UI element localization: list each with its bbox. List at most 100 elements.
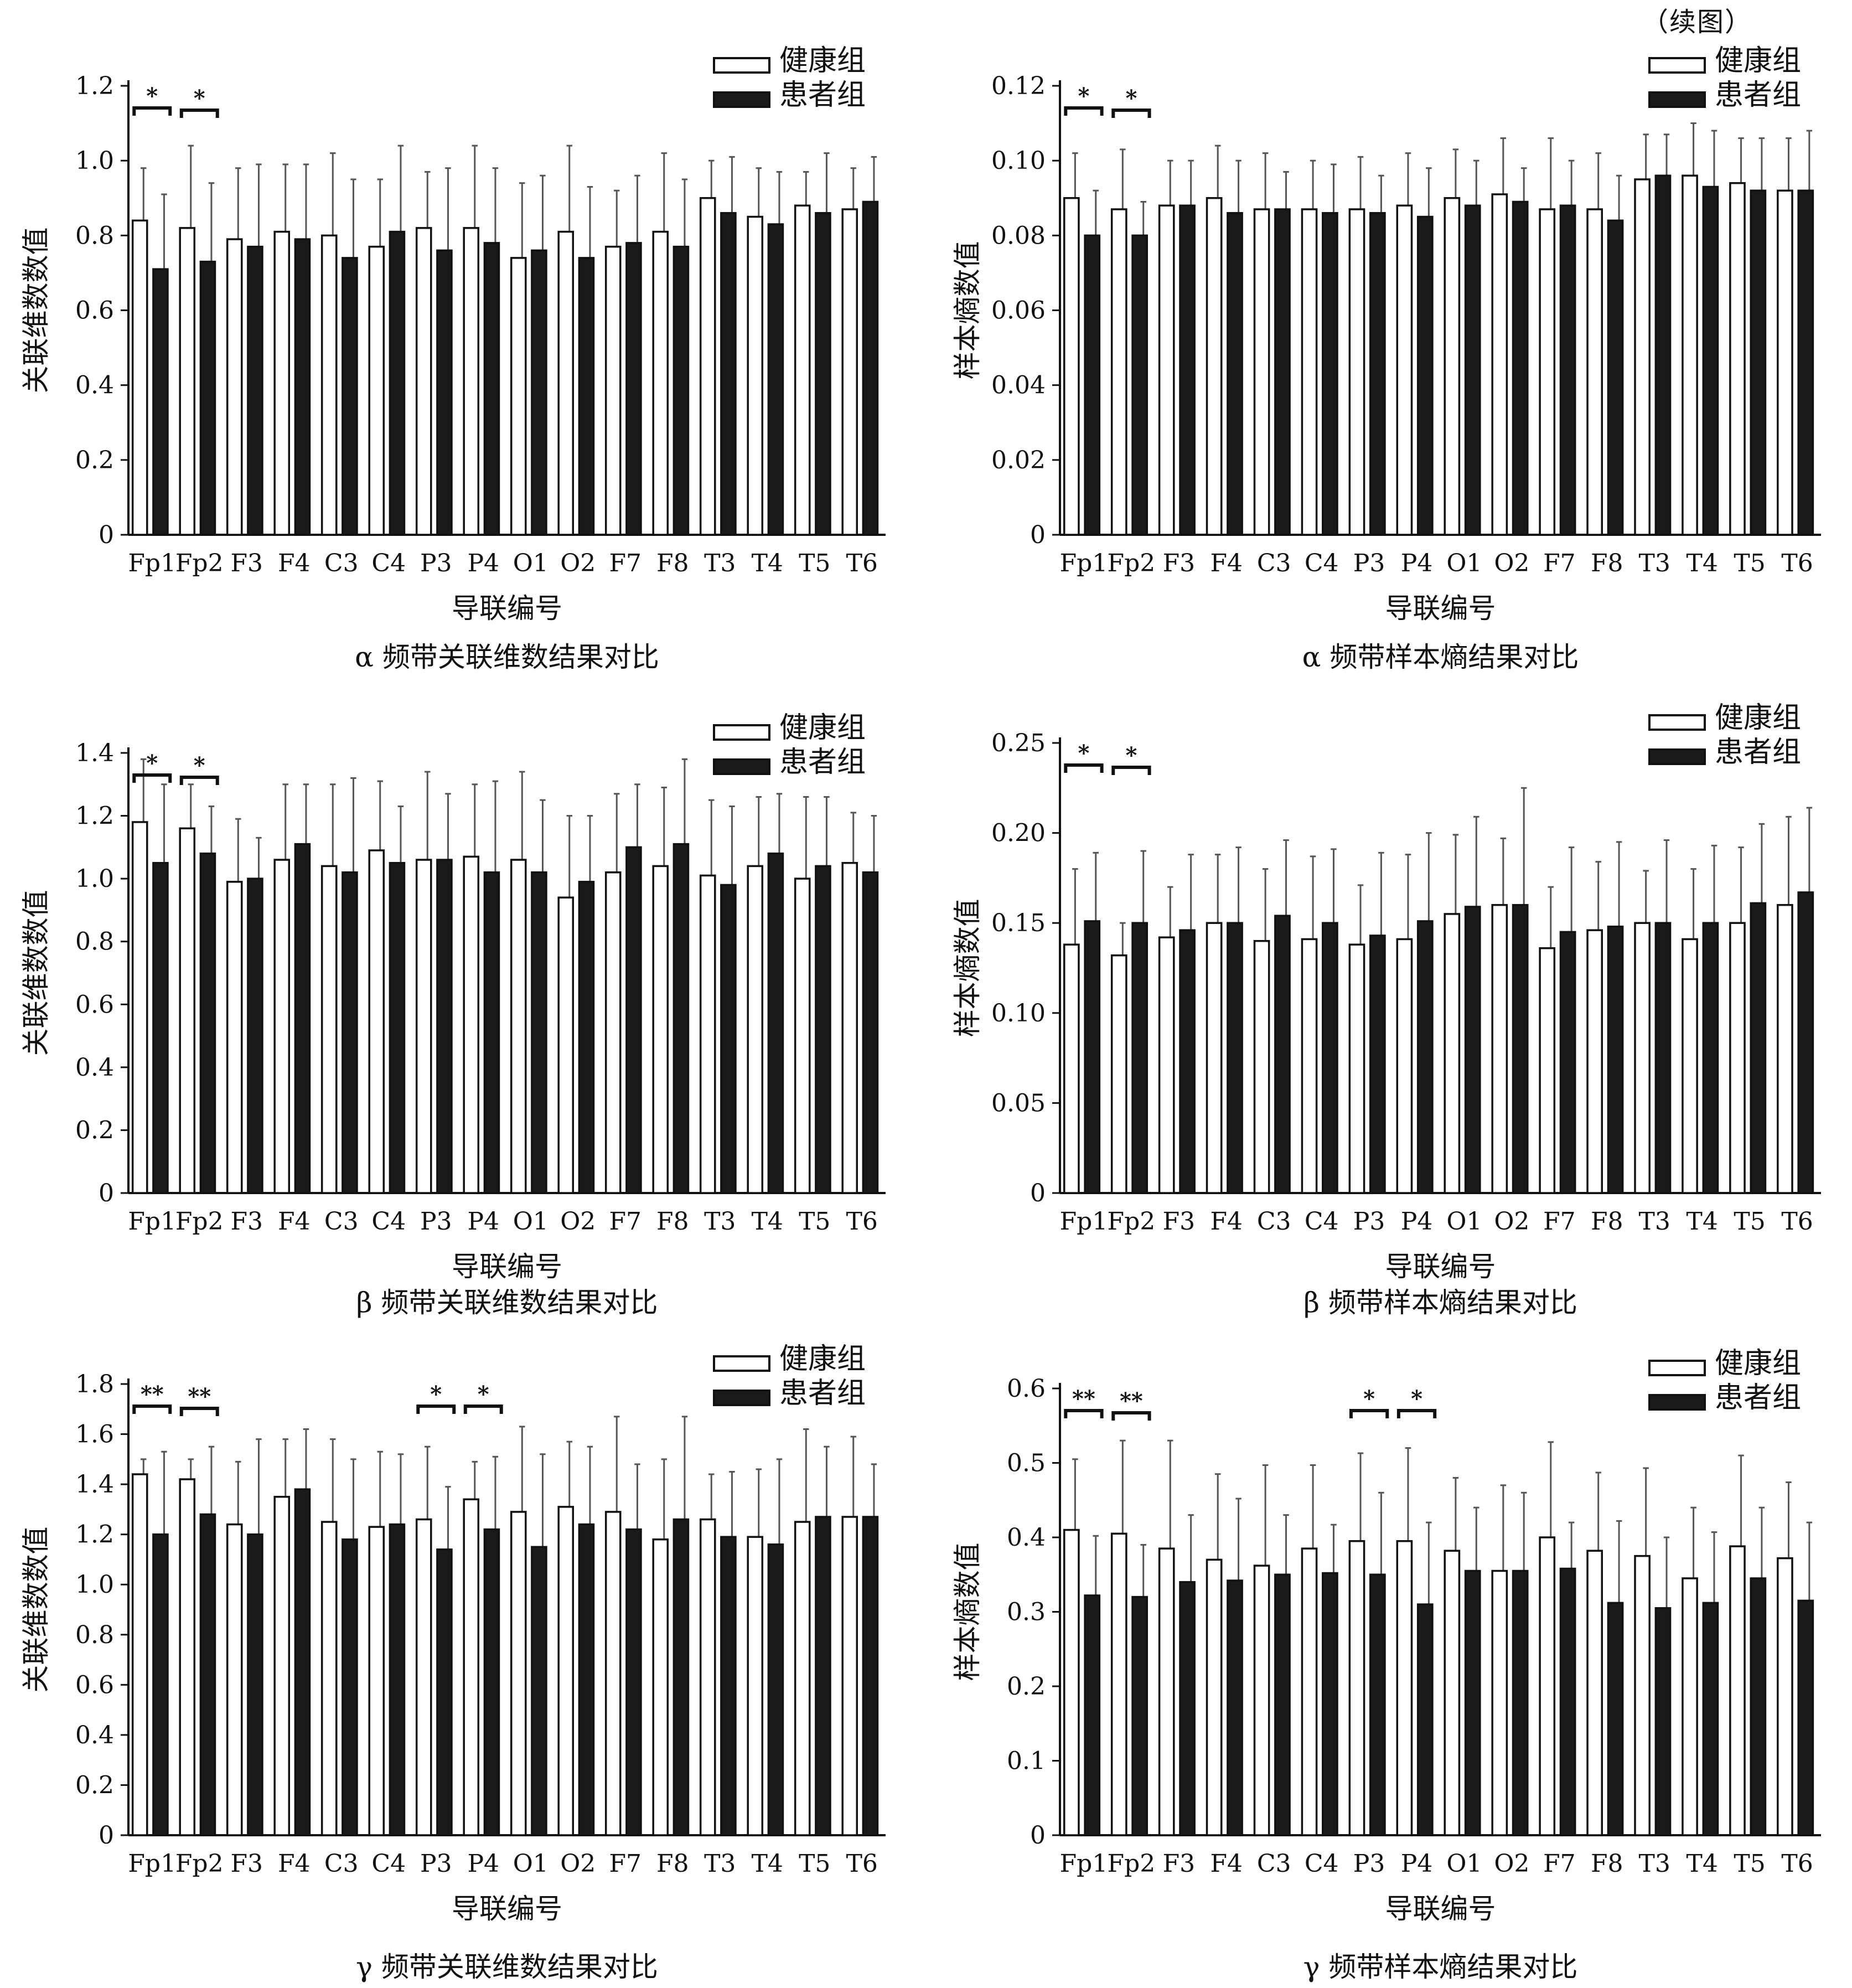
bar-healthy-T5 (1729, 1545, 1746, 1836)
x-tick-label: P3 (1353, 549, 1385, 577)
x-tick-label: T4 (1686, 549, 1718, 577)
legend-swatch-healthy (713, 724, 770, 741)
bar-healthy-T6 (841, 1516, 858, 1836)
y-tick-label: 1.8 (75, 1370, 114, 1398)
legend-label-healthy: 健康组 (779, 1342, 866, 1376)
bar-healthy-O1 (510, 859, 527, 1194)
y-tick-label: 0.25 (991, 729, 1046, 757)
x-tick-label: T5 (1734, 549, 1765, 577)
bar-patient-T5 (815, 212, 831, 536)
bar-healthy-Fp2 (179, 227, 196, 536)
bar-healthy-T4 (1682, 174, 1698, 536)
bar-patient-C4 (389, 1523, 406, 1836)
significance-bracket (179, 776, 219, 785)
significance-bracket (1396, 1409, 1437, 1418)
bar-patient-P3 (1369, 212, 1386, 536)
bar-patient-F7 (625, 846, 642, 1194)
x-tick-label: O1 (1446, 1207, 1482, 1236)
bar-healthy-F8 (652, 865, 669, 1194)
x-tick-label: Fp1 (1060, 1207, 1108, 1236)
y-tick-label: 0.04 (991, 371, 1046, 400)
bar-patient-O1 (1464, 1569, 1481, 1836)
bar-patient-O2 (578, 257, 595, 536)
bar-patient-F7 (1559, 204, 1576, 536)
y-tick-label: 0.6 (75, 1671, 114, 1699)
bar-healthy-O2 (557, 230, 575, 536)
legend-swatch-patient (1648, 1394, 1706, 1411)
bar-healthy-T3 (1634, 922, 1651, 1194)
legend-swatch-patient (713, 91, 770, 108)
x-tick-label: P3 (420, 549, 452, 577)
bar-healthy-F8 (652, 1538, 669, 1836)
bar-patient-T5 (1750, 1577, 1767, 1836)
bar-patient-P3 (436, 1548, 453, 1836)
x-tick-label: T4 (1686, 1850, 1718, 1878)
bar-healthy-C4 (368, 245, 385, 536)
bar-patient-O1 (1464, 906, 1481, 1194)
bar-patient-P4 (483, 242, 500, 536)
x-tick-label: F7 (1543, 549, 1576, 577)
significance-marker: ** (141, 1381, 164, 1407)
bar-healthy-P4 (1396, 938, 1413, 1194)
bar-patient-T5 (815, 865, 831, 1194)
bar-patient-T3 (720, 884, 737, 1194)
bar-patient-Fp2 (1131, 1595, 1149, 1836)
x-tick-label: T3 (704, 1850, 736, 1878)
bar-healthy-T3 (699, 1518, 716, 1836)
x-axis-label: 导联编号 (1385, 592, 1496, 624)
bar-patient-Fp2 (199, 260, 216, 536)
y-tick-label: 0.4 (75, 1721, 114, 1749)
bar-patient-O1 (531, 871, 547, 1194)
bar-patient-T3 (1654, 174, 1672, 536)
x-tick-label: Fp2 (1108, 1850, 1156, 1878)
bar-patient-P4 (483, 1528, 500, 1836)
x-tick-label: P4 (1401, 1850, 1433, 1878)
y-tick-label: 0.6 (75, 990, 114, 1019)
x-tick-label: O2 (1494, 1850, 1529, 1878)
y-tick-label: 0.06 (991, 297, 1046, 325)
bar-healthy-Fp1 (1063, 943, 1080, 1194)
x-tick-label: T3 (1639, 1850, 1670, 1878)
legend-swatch-healthy (1648, 57, 1706, 74)
bar-patient-O1 (1464, 204, 1481, 536)
y-tick-label: 1.2 (75, 72, 114, 100)
y-tick-label: 0 (99, 1179, 114, 1207)
y-tick-label: 0.08 (991, 221, 1046, 250)
bar-patient-F4 (294, 843, 311, 1194)
x-tick-label: T3 (704, 549, 736, 577)
y-tick-label: 1.0 (75, 1571, 114, 1599)
bar-healthy-F7 (604, 1511, 622, 1836)
x-tick-label: F4 (1210, 1207, 1243, 1236)
y-tick-label: 1.0 (75, 865, 114, 893)
chart-panel-4: 0 0.05 0.10 0.15 0.20 0.25 样本熵数值 Fp1 Fp2 F3 F4 C3 C4… (951, 701, 1821, 1319)
y-tick-label: 0.4 (1007, 1524, 1046, 1552)
bar-patient-T3 (720, 212, 737, 536)
y-axis-label: 关联维数数值 (20, 890, 52, 1056)
significance-bracket (1064, 1409, 1104, 1418)
bar-healthy-P4 (1396, 1540, 1413, 1836)
x-tick-label: T5 (1734, 1850, 1765, 1878)
y-axis-label: 关联维数数值 (20, 228, 52, 394)
significance-marker: * (430, 1381, 442, 1407)
bar-patient-T4 (1702, 185, 1719, 536)
significance-bracket (1349, 1409, 1389, 1418)
bar-patient-F8 (1607, 925, 1624, 1194)
bar-patient-C4 (1322, 922, 1338, 1194)
bar-healthy-P3 (415, 1518, 432, 1836)
x-tick-label: C3 (1257, 1850, 1291, 1878)
legend-label-healthy: 健康组 (779, 711, 866, 745)
x-tick-label: T6 (1781, 549, 1813, 577)
chart-panel-5: 0 0.2 0.4 0.6 0.8 1.0 1.2 1.4 1.6 1.8 关联维数数值 Fp1Fp2… (20, 1342, 886, 1983)
bar-healthy-Fp2 (179, 1478, 196, 1836)
bar-healthy-O1 (1444, 1550, 1461, 1836)
bar-healthy-T6 (1777, 1557, 1793, 1836)
x-tick-label: F7 (1543, 1850, 1576, 1878)
bar-healthy-O1 (510, 1511, 527, 1836)
bar-patient-F4 (1227, 1579, 1243, 1836)
significance-bracket (132, 773, 172, 783)
x-tick-label: F3 (230, 1850, 263, 1878)
bar-patient-Fp2 (1131, 234, 1149, 536)
bar-healthy-P4 (463, 1498, 480, 1836)
x-tick-label: F7 (609, 1850, 642, 1878)
bar-patient-O2 (1512, 1569, 1529, 1836)
